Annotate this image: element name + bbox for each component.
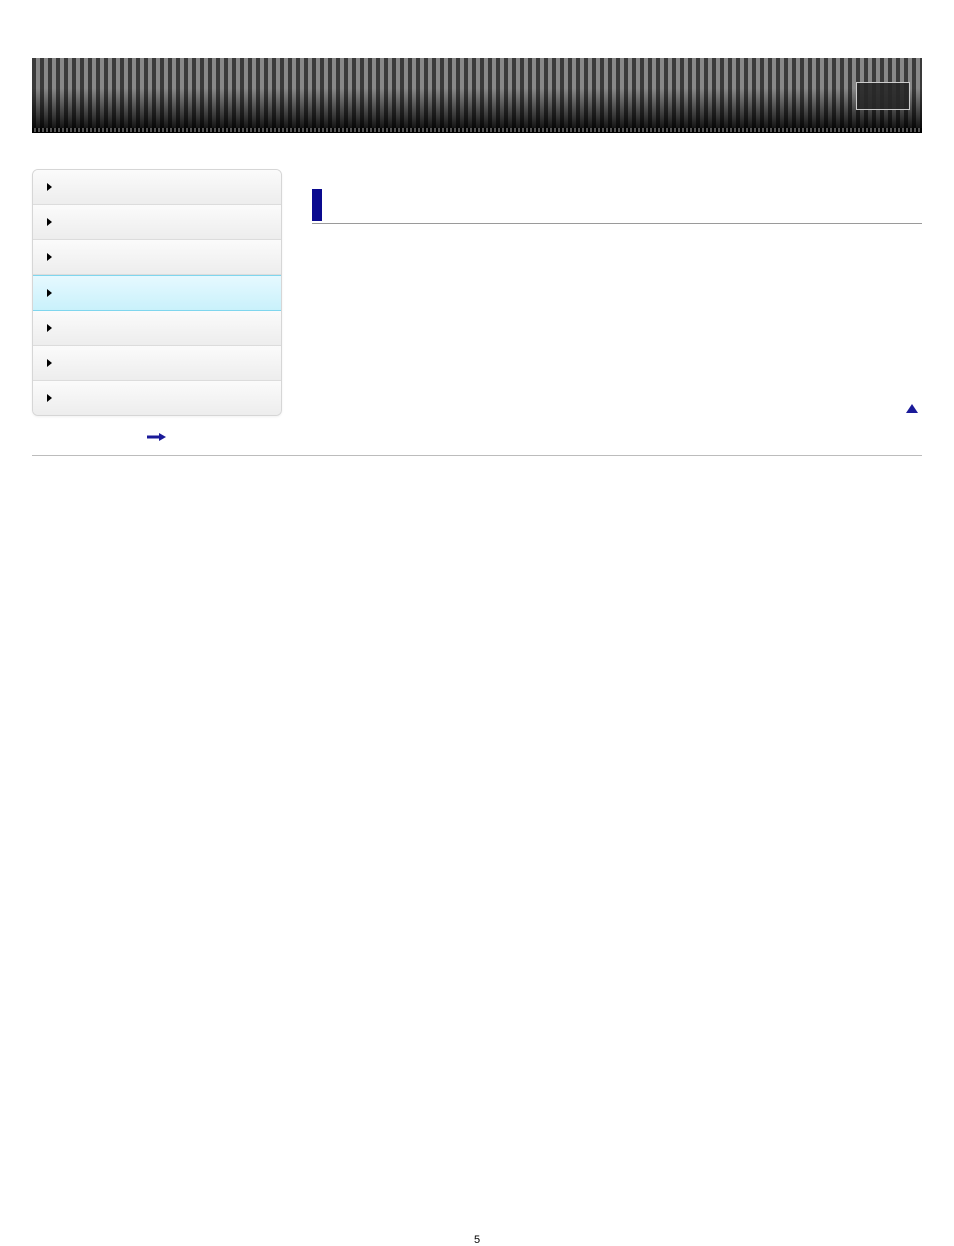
chevron-right-icon bbox=[47, 324, 52, 332]
title-accent-bar bbox=[312, 189, 322, 221]
header-banner bbox=[32, 58, 922, 128]
chevron-right-icon bbox=[47, 253, 52, 261]
arrow-right-icon bbox=[146, 432, 166, 445]
sidebar-accordion bbox=[32, 169, 282, 416]
sidebar-footer-link[interactable] bbox=[32, 432, 280, 445]
section-title-row bbox=[312, 189, 922, 224]
chevron-right-icon bbox=[47, 394, 52, 402]
chevron-right-icon bbox=[47, 359, 52, 367]
footer-divider bbox=[32, 455, 922, 456]
sidebar-item-0[interactable] bbox=[33, 170, 281, 205]
sidebar-item-5[interactable] bbox=[33, 346, 281, 381]
chevron-right-icon bbox=[47, 183, 52, 191]
sidebar-item-1[interactable] bbox=[33, 205, 281, 240]
arrow-up-icon bbox=[906, 404, 918, 413]
main-content bbox=[312, 169, 922, 414]
sidebar-item-4[interactable] bbox=[33, 311, 281, 346]
sidebar-item-6[interactable] bbox=[33, 381, 281, 415]
sidebar-item-3[interactable] bbox=[33, 275, 281, 311]
header-search-box[interactable] bbox=[856, 82, 910, 110]
page-top-link[interactable] bbox=[312, 402, 922, 414]
page-number: 5 bbox=[0, 1234, 954, 1246]
sidebar-item-2[interactable] bbox=[33, 240, 281, 275]
chevron-right-icon bbox=[47, 218, 52, 226]
chevron-right-icon bbox=[47, 289, 52, 297]
section-body bbox=[312, 224, 922, 378]
